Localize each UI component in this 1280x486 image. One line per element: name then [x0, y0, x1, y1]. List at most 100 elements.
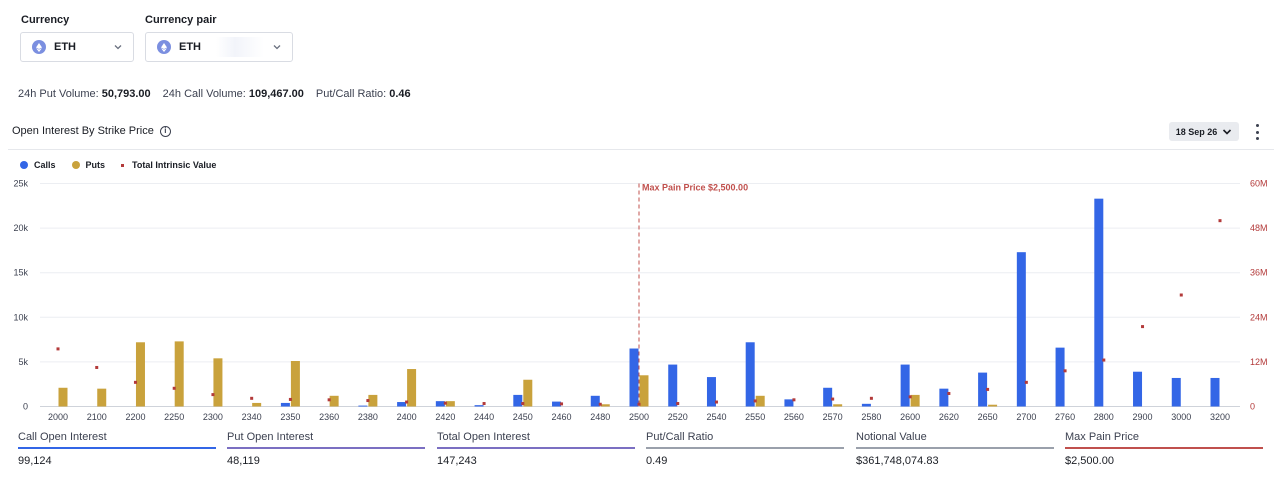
- currency-dropdown[interactable]: ETH: [20, 32, 134, 62]
- put-bar: [523, 379, 533, 407]
- ethereum-icon: [32, 40, 46, 54]
- put-bar: [833, 404, 843, 407]
- y-axis-tick-label: 10k: [13, 312, 28, 322]
- summary-label: Put Open Interest: [227, 431, 314, 443]
- x-axis-tick-label: 2440: [474, 412, 494, 422]
- intrinsic-value-point: [869, 396, 873, 400]
- call-bar: [1016, 252, 1026, 407]
- intrinsic-value-point: [56, 347, 60, 351]
- call-bar: [474, 405, 484, 407]
- legend-item-total-intrinsic[interactable]: Total Intrinsic Value: [121, 160, 216, 170]
- intrinsic-value-point: [1218, 219, 1222, 223]
- y-axis-tick-label: 20k: [13, 223, 28, 233]
- intrinsic-value-point: [676, 402, 680, 406]
- x-axis-tick-label: 2650: [978, 412, 998, 422]
- y2-axis-tick-label: 60M: [1250, 179, 1268, 189]
- put-bar: [755, 395, 765, 407]
- y-axis-tick-label: 0: [23, 402, 28, 412]
- volume-stats: 24h Put Volume: 50,793.00 24h Call Volume…: [18, 88, 411, 100]
- intrinsic-value-point: [443, 401, 447, 405]
- intrinsic-value-point: [482, 402, 486, 406]
- open-interest-chart: 0 5k 10k 15k 20k 25k 0 12M 24M 36M 48M 60M 2000 2100 2…: [13, 179, 1268, 423]
- summary-underline: [437, 447, 635, 449]
- call-bar: [629, 348, 639, 407]
- intrinsic-value-point: [95, 365, 99, 369]
- intrinsic-value-point: [908, 395, 912, 399]
- x-axis-tick-label: 2250: [164, 412, 184, 422]
- intrinsic-value-point: [172, 386, 176, 390]
- summary-total-open-interest: Total Open Interest 147,243: [437, 431, 635, 467]
- currency-label: Currency: [21, 14, 70, 26]
- x-axis-tick-label: 3200: [1210, 412, 1230, 422]
- intrinsic-value-point: [521, 402, 525, 406]
- chevron-down-icon: [114, 45, 122, 50]
- summary-label: Put/Call Ratio: [646, 431, 714, 443]
- stat-call-volume: 24h Call Volume: 109,467.00: [162, 88, 304, 100]
- x-axis-tick-label: 2570: [823, 412, 843, 422]
- put-bar: [600, 404, 610, 407]
- summary-value: 147,243: [437, 454, 477, 467]
- x-axis-tick-label: 2000: [48, 412, 68, 422]
- info-icon[interactable]: i: [159, 125, 171, 137]
- call-bar: [397, 402, 407, 407]
- intrinsic-value-point: [211, 393, 215, 397]
- call-bar: [1171, 377, 1181, 407]
- call-bar: [784, 399, 794, 407]
- put-bar: [58, 387, 68, 407]
- put-bar: [988, 404, 998, 407]
- intrinsic-value-point: [792, 398, 796, 402]
- more-options-icon[interactable]: [1252, 124, 1262, 140]
- summary-underline: [646, 447, 844, 449]
- legend-intrinsic-label: Total Intrinsic Value: [132, 160, 217, 170]
- call-bar: [590, 395, 600, 407]
- x-axis-tick-label: 2580: [861, 412, 881, 422]
- intrinsic-value-point: [1102, 358, 1106, 362]
- x-axis-tick-label: 2400: [397, 412, 417, 422]
- summary-value: $2,500.00: [1065, 454, 1114, 467]
- put-bar: [252, 402, 262, 407]
- legend-item-calls[interactable]: Calls: [20, 160, 56, 170]
- legend-item-puts[interactable]: Puts: [71, 160, 105, 170]
- intrinsic-value-point: [560, 402, 564, 406]
- y2-axis-tick-label: 36M: [1250, 268, 1268, 278]
- intrinsic-value-point: [947, 391, 951, 395]
- call-bar: [706, 377, 716, 407]
- call-bar: [745, 342, 755, 407]
- intrinsic-value-point: [366, 399, 370, 403]
- call-bar: [280, 402, 290, 407]
- intrinsic-value-point: [598, 402, 602, 406]
- x-axis-tick-label: 2300: [203, 412, 223, 422]
- x-axis-tick-label: 2450: [513, 412, 533, 422]
- summary-label: Notional Value: [856, 431, 927, 443]
- summary-underline: [856, 447, 1054, 449]
- summary-label: Call Open Interest: [18, 431, 107, 443]
- intrinsic-value-point: [288, 397, 292, 401]
- y2-axis-tick-label: 0: [1250, 402, 1255, 412]
- put-bar: [445, 401, 455, 407]
- put-bar: [290, 361, 300, 407]
- x-axis-tick-label: 2520: [668, 412, 688, 422]
- put-bar: [213, 358, 223, 407]
- x-axis-tick-label: 2760: [1055, 412, 1075, 422]
- x-axis-tick-label: 2800: [1094, 412, 1114, 422]
- stat-put-volume: 24h Put Volume: 50,793.00: [18, 88, 151, 100]
- call-bar: [1094, 198, 1104, 407]
- chevron-down-icon: [273, 45, 281, 50]
- intrinsic-value-point: [327, 398, 331, 402]
- put-bar: [174, 341, 184, 407]
- summary-label: Max Pain Price: [1065, 431, 1139, 443]
- summary-max-pain-price: Max Pain Price $2,500.00: [1065, 431, 1263, 467]
- call-bar: [513, 394, 523, 407]
- summary-underline: [18, 447, 216, 449]
- put-bar: [910, 394, 920, 407]
- put-bar: [368, 394, 378, 407]
- expiry-date-dropdown[interactable]: 18 Sep 26: [1169, 122, 1239, 141]
- section-title-text: Open Interest By Strike Price: [12, 125, 154, 137]
- summary-label: Total Open Interest: [437, 431, 530, 443]
- summary-put-open-interest: Put Open Interest 48,119: [227, 431, 425, 467]
- summary-value: 99,124: [18, 454, 52, 467]
- y-axis-tick-label: 5k: [18, 357, 28, 367]
- call-bar: [552, 401, 562, 407]
- summary-value: $361,748,074.83: [856, 454, 939, 467]
- currency-pair-dropdown[interactable]: ETH: [145, 32, 293, 62]
